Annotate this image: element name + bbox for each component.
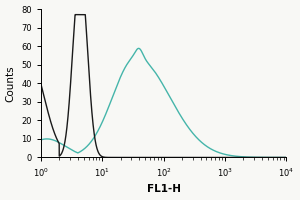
Y-axis label: Counts: Counts (6, 65, 16, 102)
X-axis label: FL1-H: FL1-H (147, 184, 181, 194)
